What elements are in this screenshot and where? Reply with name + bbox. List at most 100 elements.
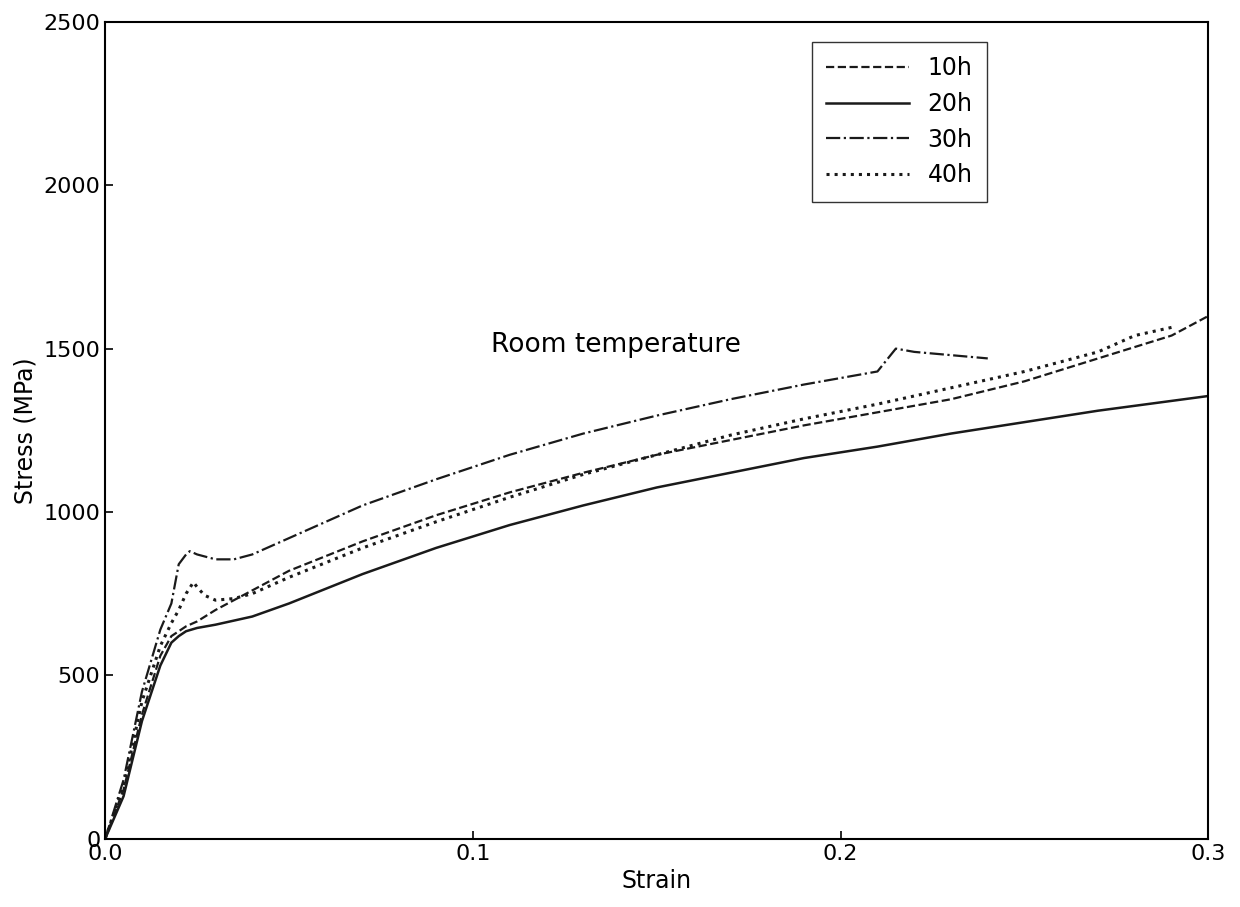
30h	[906, 346, 921, 357]
20h	[723, 467, 738, 478]
10h	[98, 834, 113, 844]
20h	[502, 520, 517, 531]
30h	[981, 353, 996, 364]
10h	[171, 626, 186, 637]
Legend: 10h, 20h, 30h, 40h: 10h, 20h, 30h, 40h	[812, 42, 987, 201]
20h	[134, 716, 149, 727]
40h	[723, 430, 738, 441]
40h	[944, 383, 959, 394]
10h	[281, 565, 296, 576]
20h	[208, 619, 223, 630]
40h	[171, 605, 186, 616]
40h	[796, 414, 811, 424]
40h	[208, 595, 223, 606]
10h	[179, 621, 193, 632]
20h	[1164, 395, 1179, 406]
20h	[281, 598, 296, 609]
10h	[1017, 375, 1032, 386]
40h	[575, 469, 590, 480]
30h	[179, 549, 193, 560]
30h	[281, 532, 296, 543]
10h	[1164, 330, 1179, 341]
30h	[164, 598, 179, 609]
Line: 40h: 40h	[105, 327, 1172, 839]
10h	[153, 650, 167, 661]
Line: 10h: 10h	[105, 316, 1209, 839]
10h	[1202, 310, 1216, 321]
40h	[98, 834, 113, 844]
30h	[888, 343, 903, 354]
40h	[355, 542, 370, 553]
40h	[197, 590, 212, 600]
30h	[244, 549, 259, 560]
40h	[1017, 366, 1032, 377]
20h	[244, 611, 259, 622]
30h	[796, 379, 811, 390]
30h	[98, 834, 113, 844]
30h	[171, 559, 186, 570]
20h	[117, 791, 131, 802]
10h	[575, 467, 590, 478]
20h	[575, 500, 590, 511]
40h	[429, 516, 444, 527]
40h	[164, 618, 179, 629]
10h	[502, 487, 517, 498]
20h	[944, 428, 959, 439]
40h	[153, 640, 167, 651]
10h	[723, 434, 738, 445]
20h	[171, 630, 186, 641]
20h	[179, 626, 193, 637]
40h	[190, 581, 205, 592]
40h	[134, 696, 149, 707]
10h	[429, 510, 444, 521]
20h	[153, 660, 167, 671]
40h	[1091, 346, 1106, 357]
30h	[650, 410, 665, 421]
40h	[244, 589, 259, 600]
30h	[355, 500, 370, 511]
10h	[164, 630, 179, 641]
30h	[117, 775, 131, 785]
30h	[723, 394, 738, 405]
30h	[944, 350, 959, 361]
20h	[1091, 405, 1106, 416]
20h	[1202, 391, 1216, 402]
40h	[227, 593, 242, 604]
30h	[190, 549, 205, 560]
40h	[870, 399, 885, 410]
10h	[117, 785, 131, 795]
30h	[870, 366, 885, 377]
Y-axis label: Stress (MPa): Stress (MPa)	[14, 357, 38, 503]
10h	[208, 605, 223, 616]
40h	[179, 589, 193, 600]
40h	[1164, 322, 1179, 333]
20h	[190, 622, 205, 633]
30h	[153, 624, 167, 635]
10h	[796, 420, 811, 431]
30h	[182, 546, 197, 557]
Text: Room temperature: Room temperature	[491, 332, 742, 358]
10h	[244, 585, 259, 596]
10h	[870, 407, 885, 418]
X-axis label: Strain: Strain	[621, 869, 692, 893]
20h	[650, 482, 665, 493]
40h	[186, 577, 201, 588]
30h	[429, 473, 444, 484]
40h	[117, 781, 131, 792]
20h	[164, 638, 179, 649]
30h	[502, 449, 517, 460]
30h	[134, 687, 149, 697]
10h	[190, 616, 205, 627]
30h	[208, 554, 223, 565]
30h	[227, 554, 242, 565]
20h	[1017, 416, 1032, 427]
40h	[502, 492, 517, 502]
10h	[134, 709, 149, 720]
20h	[355, 569, 370, 580]
10h	[944, 394, 959, 405]
Line: 30h: 30h	[105, 348, 988, 839]
20h	[796, 453, 811, 463]
10h	[650, 449, 665, 460]
40h	[1127, 330, 1142, 341]
30h	[575, 428, 590, 439]
